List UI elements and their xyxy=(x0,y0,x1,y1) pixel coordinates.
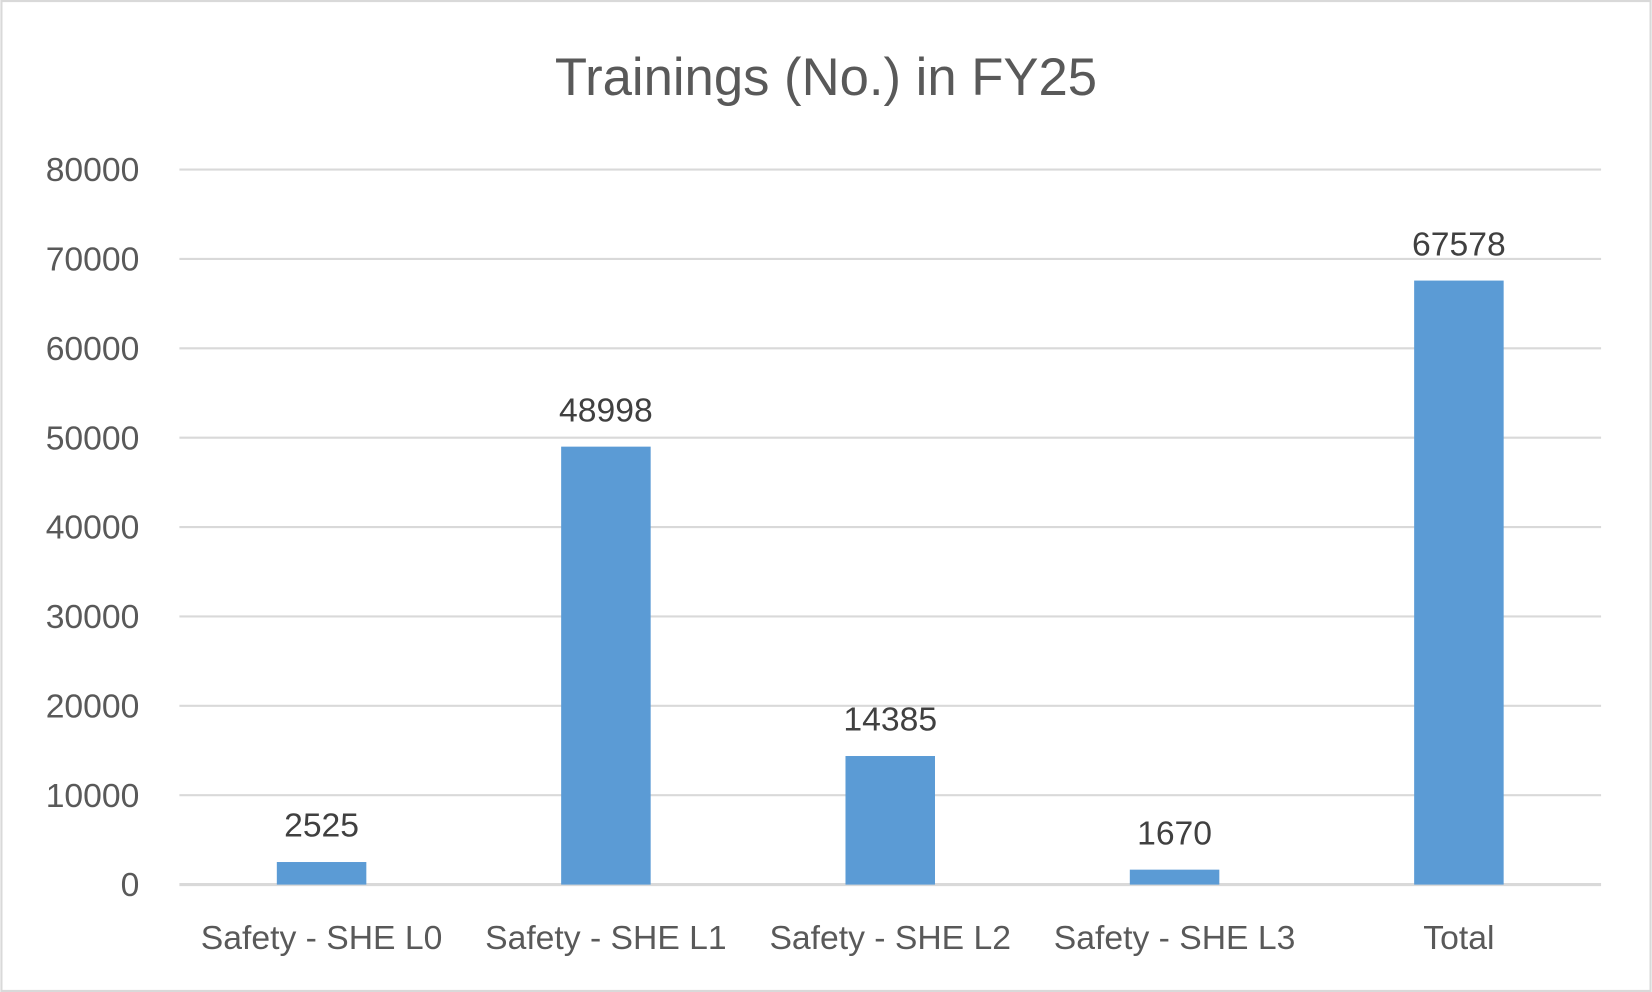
data-label: 48998 xyxy=(559,392,653,429)
y-tick-label: 30000 xyxy=(46,599,140,636)
x-tick-label: Safety - SHE L1 xyxy=(485,920,727,957)
bar xyxy=(1129,869,1220,885)
bar xyxy=(845,756,935,885)
y-tick-label: 20000 xyxy=(46,688,140,725)
y-tick-label: 80000 xyxy=(46,152,140,189)
y-tick-label: 40000 xyxy=(46,510,140,547)
y-tick-label: 50000 xyxy=(46,420,140,457)
y-tick-label: 60000 xyxy=(46,331,140,368)
y-tick-label: 70000 xyxy=(46,242,140,279)
x-tick-label: Safety - SHE L3 xyxy=(1054,920,1296,957)
y-tick-label: 0 xyxy=(121,867,140,904)
data-label: 2525 xyxy=(284,808,359,845)
bar xyxy=(1414,280,1504,885)
data-label: 14385 xyxy=(843,702,937,739)
chart-title: Trainings (No.) in FY25 xyxy=(555,48,1097,107)
data-label: 1670 xyxy=(1137,815,1212,852)
bar xyxy=(561,446,651,885)
x-tick-label: Safety - SHE L2 xyxy=(769,920,1011,957)
x-tick-label: Total xyxy=(1423,920,1494,957)
y-tick-label: 10000 xyxy=(46,778,140,815)
data-label: 67578 xyxy=(1412,226,1506,263)
x-tick-label: Safety - SHE L0 xyxy=(201,920,443,957)
bar xyxy=(276,862,367,885)
